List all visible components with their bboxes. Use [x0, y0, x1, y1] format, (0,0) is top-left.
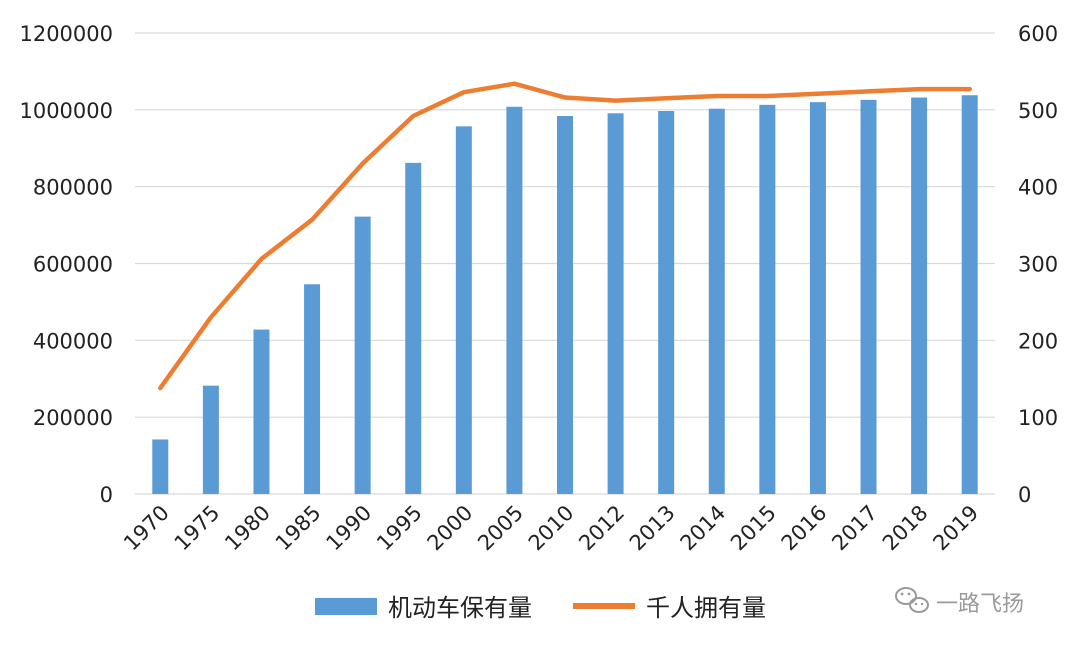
line-point — [917, 87, 921, 91]
bar — [455, 126, 472, 494]
bar — [708, 108, 725, 494]
y-left-tick-label: 400000 — [33, 329, 113, 353]
y-left-tick-label: 0 — [100, 483, 113, 507]
x-tick-label: 1975 — [170, 501, 225, 556]
x-tick-label: 1995 — [372, 501, 427, 556]
x-tick-label: 2013 — [625, 501, 680, 556]
line-point — [411, 114, 415, 118]
y-left-tick-label: 600000 — [33, 253, 113, 277]
x-tick-label: 2000 — [423, 501, 478, 556]
bar — [405, 162, 422, 494]
bar — [152, 439, 169, 494]
line-point — [715, 94, 719, 98]
bar — [202, 385, 219, 494]
x-tick-label: 2016 — [777, 501, 832, 556]
line-point — [867, 89, 871, 93]
y-left-tick-label: 1200000 — [19, 22, 113, 46]
line-point — [614, 99, 618, 103]
left-axis-ticks: 0 200000 400000 600000 800000 1000000 1200000 — [19, 22, 113, 507]
bar — [506, 106, 523, 494]
legend: 机动车保有量 千人拥有量 — [315, 594, 766, 622]
x-tick-label: 1990 — [321, 501, 376, 556]
line-point — [968, 87, 972, 91]
x-tick-label: 2015 — [726, 501, 781, 556]
bar — [658, 110, 675, 494]
x-tick-label: 2017 — [827, 501, 882, 556]
y-right-tick-label: 0 — [1018, 483, 1031, 507]
watermark-text: 一路飞扬 — [936, 592, 1024, 617]
y-right-tick-label: 200 — [1018, 329, 1058, 353]
y-left-tick-label: 1000000 — [19, 99, 113, 123]
bar — [557, 115, 573, 494]
x-tick-label: 2010 — [524, 501, 579, 556]
line-point — [462, 90, 466, 94]
y-right-tick-label: 500 — [1018, 99, 1058, 123]
bar — [354, 216, 371, 495]
y-right-tick-label: 100 — [1018, 406, 1058, 430]
line-point — [361, 162, 365, 166]
watermark: 一路飞扬 — [895, 587, 1024, 617]
legend-label-bar: 机动车保有量 — [388, 594, 532, 622]
line-point — [664, 96, 668, 100]
line-point — [158, 386, 162, 390]
bar — [809, 102, 826, 495]
line-point — [512, 82, 516, 86]
line-point — [563, 96, 567, 100]
legend-swatch-bar — [315, 598, 377, 615]
x-tick-label: 2005 — [473, 501, 528, 556]
line-series — [158, 81, 972, 391]
x-axis-ticks: 1970197519801985199019952000200520102012… — [119, 501, 983, 556]
y-left-tick-label: 200000 — [33, 406, 113, 430]
x-tick-label: 2018 — [878, 501, 933, 556]
x-tick-label: 2019 — [928, 501, 983, 556]
bar — [911, 97, 928, 494]
wechat-icon — [895, 587, 929, 613]
x-tick-label: 1980 — [220, 501, 275, 556]
bar — [253, 329, 270, 494]
line-point — [816, 92, 820, 96]
line-point — [209, 315, 213, 319]
line-point — [765, 94, 769, 98]
bar — [304, 284, 321, 494]
bar — [961, 95, 978, 495]
line-point — [259, 257, 263, 261]
line-point — [310, 218, 314, 222]
right-axis-ticks: 0 100 200 300 400 500 600 — [1018, 22, 1058, 507]
y-left-tick-label: 800000 — [33, 176, 113, 200]
bar — [759, 104, 776, 494]
x-tick-label: 2014 — [676, 501, 731, 556]
x-tick-label: 2012 — [574, 501, 629, 556]
y-right-tick-label: 600 — [1018, 22, 1058, 46]
bar-series — [152, 95, 978, 495]
x-tick-label: 1985 — [271, 501, 326, 556]
bar — [607, 113, 624, 494]
x-tick-label: 1970 — [119, 501, 174, 556]
y-right-tick-label: 400 — [1018, 176, 1058, 200]
bar — [860, 99, 877, 494]
y-right-tick-label: 300 — [1018, 253, 1058, 277]
legend-label-line: 千人拥有量 — [646, 594, 766, 622]
